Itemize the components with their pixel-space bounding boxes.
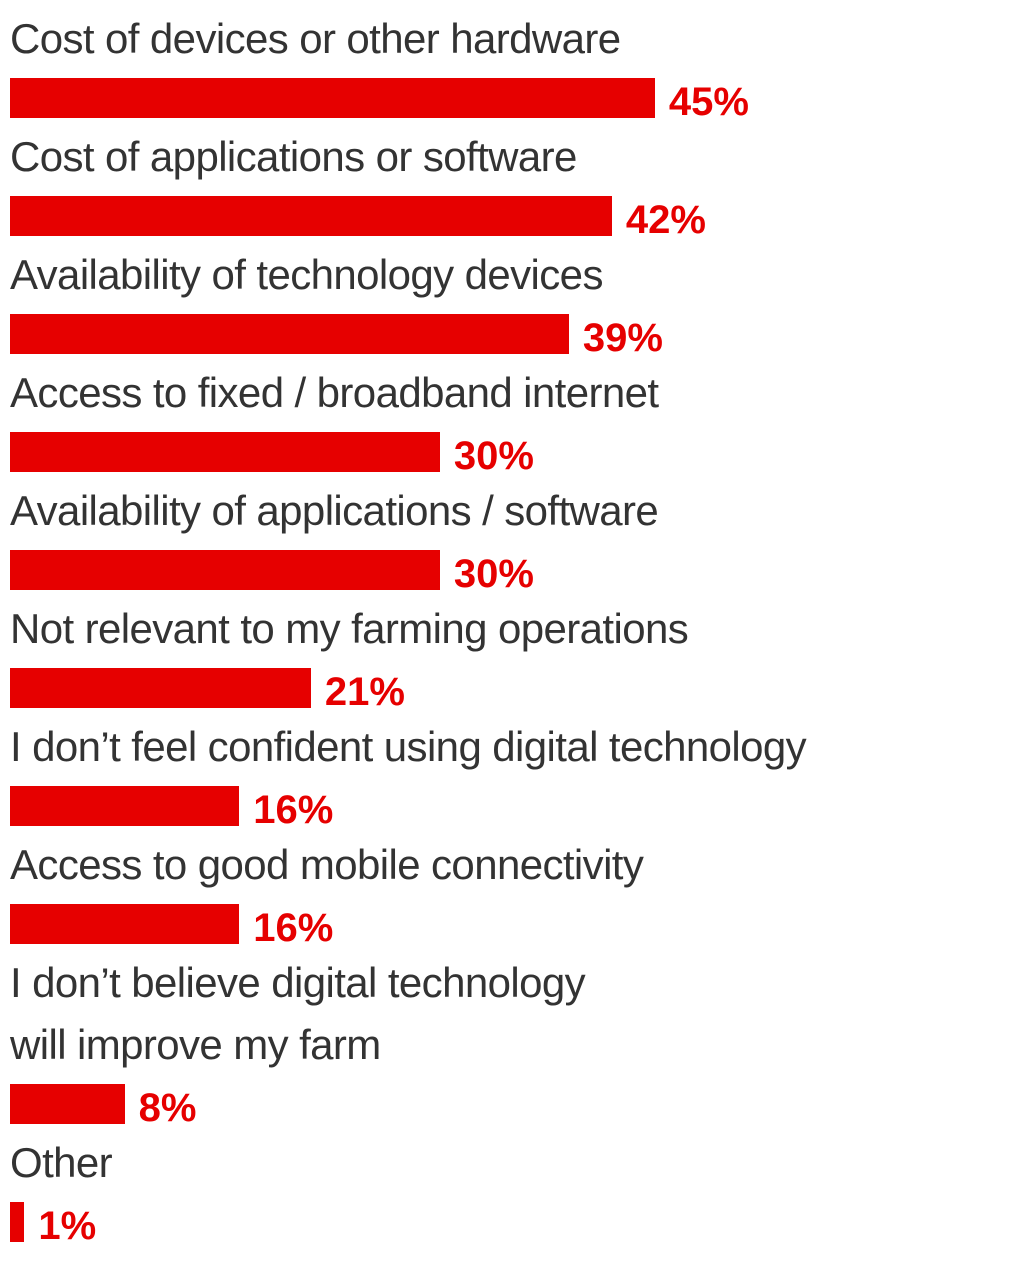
- bar-row: Access to good mobile connectivity 16%: [10, 834, 1010, 952]
- value-label: 42%: [625, 198, 706, 242]
- category-label: Cost of devices or other hardware: [10, 15, 621, 62]
- bar-row: Cost of devices or other hardware 45%: [10, 8, 1010, 126]
- bar: [10, 78, 655, 118]
- value-label: 45%: [668, 80, 749, 124]
- bar: [10, 1202, 25, 1242]
- category-label: Access to fixed / broadband internet: [10, 369, 659, 416]
- category-label: I don’t believe digital technology will …: [10, 959, 586, 1068]
- category-label: Cost of applications or software: [10, 133, 577, 180]
- value-label: 30%: [453, 434, 534, 478]
- bar: [10, 196, 612, 236]
- bar-row: Access to fixed / broadband internet 30%: [10, 362, 1010, 480]
- bar-line: 30%: [10, 542, 1010, 598]
- category-label: I don’t feel confident using digital tec…: [10, 723, 807, 770]
- bar: [10, 550, 440, 590]
- value-label: 16%: [253, 906, 334, 950]
- bar-line: 16%: [10, 778, 1010, 834]
- category-label: Availability of technology devices: [10, 251, 603, 298]
- value-label: 30%: [453, 552, 534, 596]
- value-label: 1%: [38, 1204, 97, 1248]
- bar: [10, 786, 240, 826]
- value-label: 21%: [324, 670, 405, 714]
- bar-line: 39%: [10, 306, 1010, 362]
- value-label: 16%: [253, 788, 334, 832]
- bar: [10, 314, 569, 354]
- bar-line: 16%: [10, 896, 1010, 952]
- bar-row: I don’t believe digital technology will …: [10, 952, 1010, 1132]
- category-label: Other: [10, 1139, 113, 1186]
- bar-line: 1%: [10, 1194, 1010, 1250]
- bar-row: I don’t feel confident using digital tec…: [10, 716, 1010, 834]
- bar-line: 21%: [10, 660, 1010, 716]
- bar-row: Not relevant to my farming operations 21%: [10, 598, 1010, 716]
- bar: [10, 668, 311, 708]
- bar-row: Other 1%: [10, 1132, 1010, 1250]
- bar: [10, 904, 240, 944]
- bar-row: Availability of applications / software 3…: [10, 480, 1010, 598]
- category-label: Access to good mobile connectivity: [10, 841, 644, 888]
- bar: [10, 1084, 125, 1124]
- value-label: 39%: [582, 316, 663, 360]
- value-label: 8%: [138, 1086, 197, 1130]
- bar-row: Cost of applications or software 42%: [10, 126, 1010, 244]
- bar-line: 30%: [10, 424, 1010, 480]
- category-label: Not relevant to my farming operations: [10, 605, 689, 652]
- bar-row: Availability of technology devices 39%: [10, 244, 1010, 362]
- category-label: Availability of applications / software: [10, 487, 659, 534]
- bar: [10, 432, 440, 472]
- bar-line: 8%: [10, 1076, 1010, 1132]
- bar-line: 42%: [10, 188, 1010, 244]
- bar-line: 45%: [10, 70, 1010, 126]
